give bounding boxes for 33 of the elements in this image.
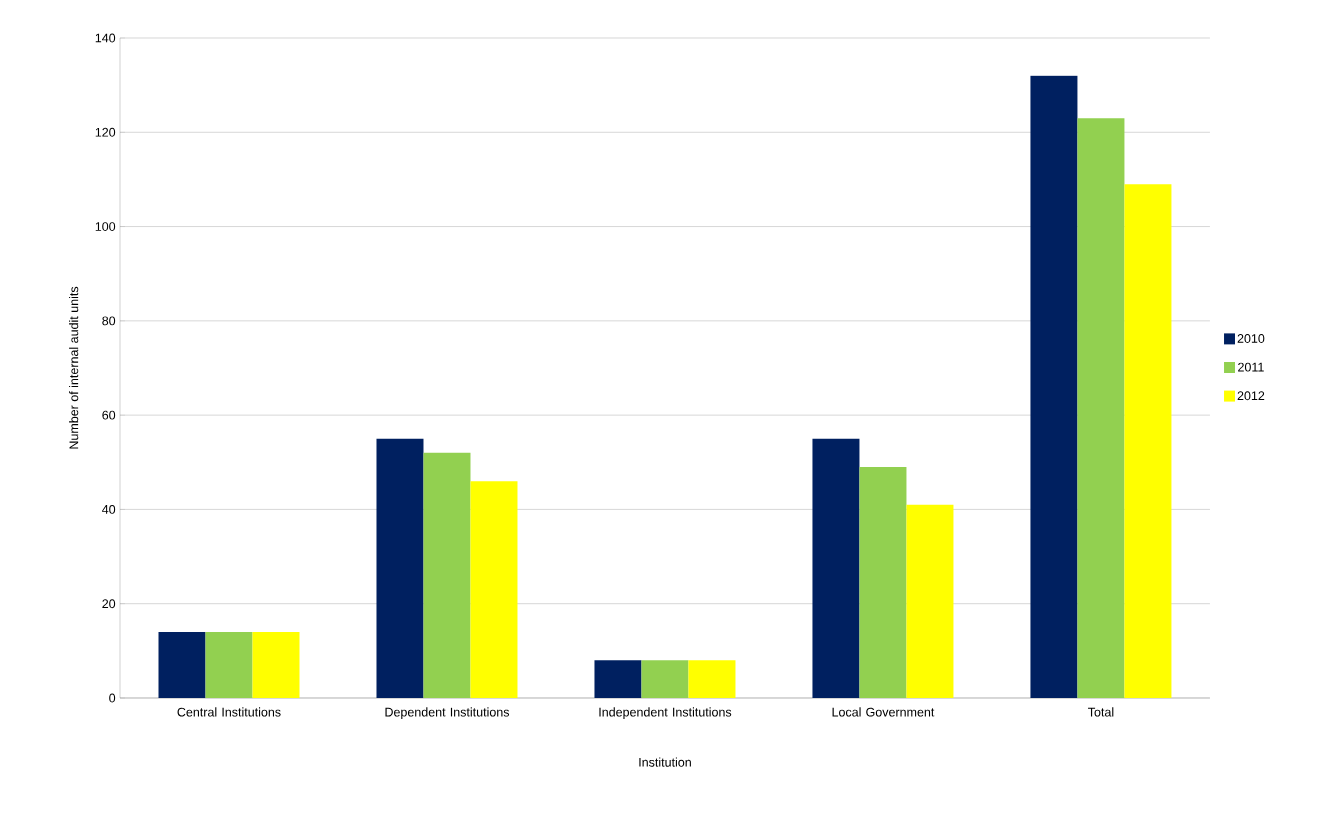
y-tick-label: 60 [102, 410, 116, 420]
bar [812, 438, 860, 698]
bar [1030, 75, 1078, 698]
y-tick-label: 100 [95, 222, 116, 231]
x-tick-label: Total [1088, 707, 1114, 717]
y-tick-label: 140 [95, 33, 116, 43]
bar [688, 660, 736, 698]
x-tick-label: Dependent Institutions [385, 707, 510, 719]
y-tick-label: 80 [102, 316, 116, 326]
bar [641, 660, 689, 698]
legend-label: 2011 [1238, 362, 1264, 372]
x-tick-label: Independent Institutions [599, 707, 732, 719]
y-tick-label: 0 [109, 693, 116, 703]
bar [859, 466, 907, 698]
bar [158, 631, 206, 698]
y-tick-label: 120 [95, 127, 116, 137]
legend-label: 2010 [1237, 334, 1265, 343]
x-axis-title: Institution [639, 757, 691, 767]
legend-label: 2012 [1237, 391, 1265, 401]
bar [1124, 184, 1172, 698]
bar [470, 481, 518, 698]
bar [594, 660, 642, 698]
x-tick-label: Local Government [832, 707, 935, 717]
bar [252, 631, 300, 698]
y-tick-label: 40 [102, 505, 116, 514]
y-tick-label: 20 [102, 599, 116, 609]
bar [376, 438, 424, 698]
bar [205, 631, 253, 698]
bar [423, 452, 471, 698]
bar [906, 504, 954, 698]
y-axis-title: Number of internal audit units [69, 286, 79, 449]
x-tick-label: Central Institutions [177, 707, 281, 717]
bar [1077, 118, 1125, 698]
